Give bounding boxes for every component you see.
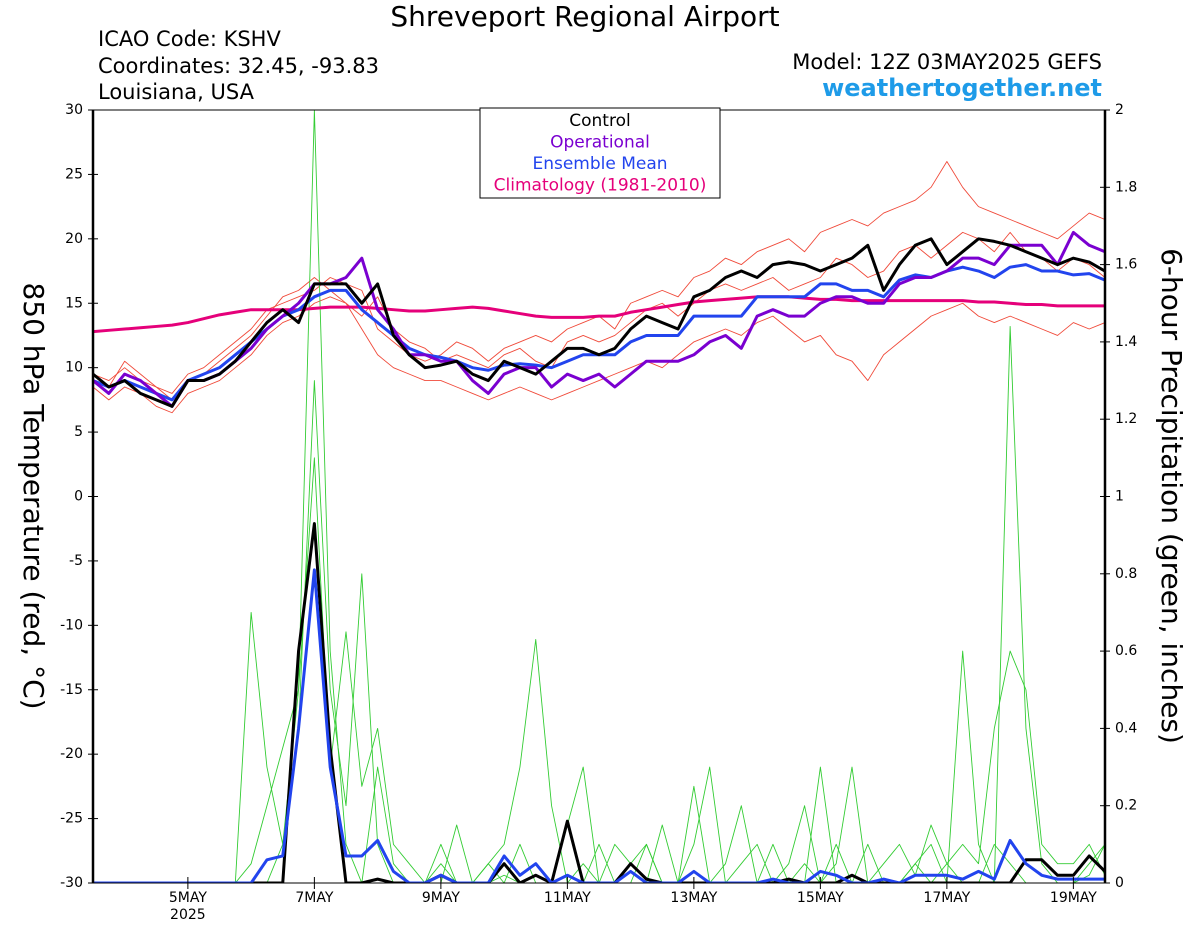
y-tick-label: -15 xyxy=(60,682,83,698)
x-tick-label: 5MAY xyxy=(169,890,207,906)
y2-tick-label: 0.8 xyxy=(1115,566,1137,582)
y-tick-label: -20 xyxy=(60,746,83,762)
y2-tick-label: 0.4 xyxy=(1115,720,1137,736)
y-tick-label: -5 xyxy=(69,553,83,569)
x-tick-label: 11MAY xyxy=(544,890,591,906)
y2-tick-label: 1.8 xyxy=(1115,179,1137,195)
y2-tick-label: 1 xyxy=(1115,489,1124,505)
series-line xyxy=(93,237,1105,408)
member-line xyxy=(93,231,1105,401)
x-tick-label: 9MAY xyxy=(422,890,460,906)
y-tick-label: -25 xyxy=(60,811,83,827)
x-tick-label: 13MAY xyxy=(670,890,717,906)
y-tick-label: 20 xyxy=(65,231,83,247)
legend-entry: Operational xyxy=(550,133,650,153)
y-tick-label: 30 xyxy=(65,102,83,118)
member-line xyxy=(93,457,1105,883)
y-tick-label: 0 xyxy=(74,489,83,505)
y2-axis-label: 6-hour Precipitation (green, inches) xyxy=(1155,248,1188,744)
y2-tick-label: 1.4 xyxy=(1115,334,1137,350)
y2-tick-label: 0.6 xyxy=(1115,643,1137,659)
x-tick-label: 7MAY xyxy=(295,890,333,906)
x-tick-label: 15MAY xyxy=(797,890,844,906)
y-tick-label: -30 xyxy=(60,875,83,891)
y-axis-label: 850 hPa Temperature (red, °C) xyxy=(17,282,50,709)
x-tick-label: 19MAY xyxy=(1050,890,1097,906)
x-tick-label: 17MAY xyxy=(923,890,970,906)
x-year-label: 2025 xyxy=(170,907,206,923)
member-line xyxy=(93,325,1105,883)
y-tick-label: -10 xyxy=(60,617,83,633)
plot-area xyxy=(93,110,1105,883)
y2-tick-label: 0.2 xyxy=(1115,798,1137,814)
member-line xyxy=(93,296,1105,414)
y2-tick-label: 2 xyxy=(1115,102,1124,118)
header-text: Model: 12Z 03MAY2025 GEFS xyxy=(792,50,1102,74)
header-text: Coordinates: 32.45, -93.83 xyxy=(98,54,379,78)
series-line xyxy=(93,230,1105,408)
legend-entry: Ensemble Mean xyxy=(532,154,667,174)
y2-tick-label: 1.2 xyxy=(1115,411,1137,427)
header-text: Louisiana, USA xyxy=(98,80,255,104)
legend-entry: Control xyxy=(569,111,630,131)
chart-title: Shreveport Regional Airport xyxy=(390,0,779,33)
y2-tick-label: 1.6 xyxy=(1115,257,1137,273)
header-text: ICAO Code: KSHV xyxy=(98,27,281,51)
y-tick-label: 10 xyxy=(65,360,83,376)
y-tick-label: 25 xyxy=(65,166,83,182)
series-line xyxy=(93,295,1105,334)
y-tick-label: 5 xyxy=(74,424,83,440)
axes: -30-25-20-15-10-505101520253000.20.40.60… xyxy=(60,102,1137,923)
legend-entry: Climatology (1981-2010) xyxy=(494,176,707,196)
legend-box xyxy=(479,107,721,199)
series-line xyxy=(93,568,1105,883)
site-link: weathertogether.net xyxy=(822,74,1102,102)
y2-tick-label: 0 xyxy=(1115,875,1124,891)
y-tick-label: 15 xyxy=(65,295,83,311)
